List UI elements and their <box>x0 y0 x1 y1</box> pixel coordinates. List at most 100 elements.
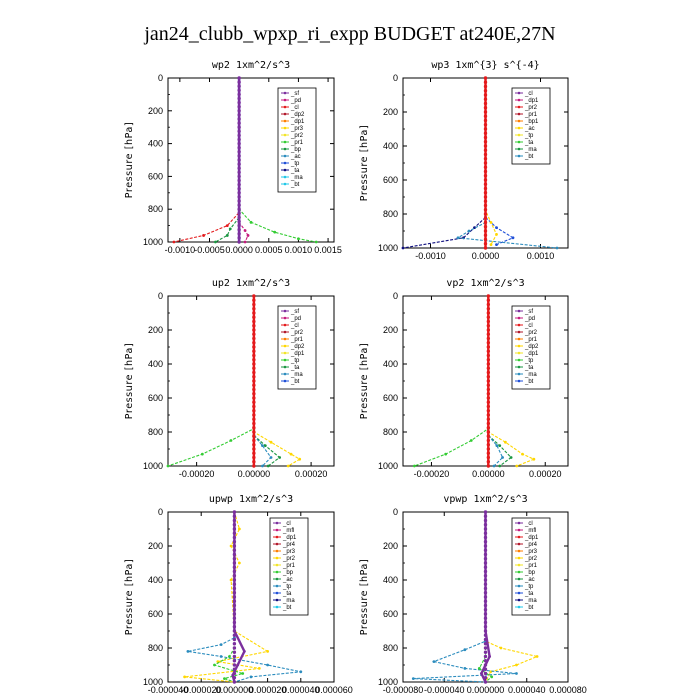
zero-profile-point <box>237 174 241 179</box>
legend-label: _ac <box>290 154 301 160</box>
data-point <box>273 230 277 234</box>
zero-profile-point <box>237 92 241 97</box>
legend-label: _ma <box>524 147 537 153</box>
zero-profile-point <box>486 387 491 392</box>
zero-profile-point <box>252 319 256 324</box>
data-point <box>214 240 217 244</box>
data-point <box>412 464 416 468</box>
zero-profile-point <box>237 236 241 240</box>
legend-marker <box>283 140 287 144</box>
zero-profile-point <box>483 182 488 186</box>
data-point <box>297 237 300 241</box>
legend-label: _pr3 <box>282 549 296 555</box>
zero-profile-point <box>252 298 256 302</box>
zero-profile-point <box>252 307 256 311</box>
y-axis-label: Pressure [hPa] <box>124 559 135 636</box>
zero-profile-point <box>237 228 241 232</box>
zero-profile-point <box>483 557 488 561</box>
zero-profile-point <box>486 396 491 400</box>
legend-marker <box>517 542 521 546</box>
legend-label: _pr2 <box>282 556 296 562</box>
legend-marker <box>283 119 287 123</box>
legend-label: _pr1 <box>282 563 296 569</box>
x-tick-label: 0.000060 <box>315 685 353 695</box>
data-point <box>504 440 507 444</box>
zero-profile-point <box>252 328 256 332</box>
x-tick-label: -0.000040 <box>424 685 465 695</box>
data-point <box>200 452 204 456</box>
zero-profile-point <box>483 676 488 680</box>
zero-profile-point <box>483 646 488 650</box>
legend-marker <box>517 570 521 574</box>
x-tick-label: 0.00000 <box>472 469 505 479</box>
zero-profile-point <box>232 527 237 531</box>
zero-profile-point <box>232 650 237 654</box>
legend-marker <box>275 591 279 595</box>
panel-title: up2 1xm^2/s^3 <box>212 278 290 289</box>
zero-profile-point <box>483 595 488 599</box>
legend-label: _ma <box>282 598 295 604</box>
zero-profile-point <box>486 434 491 438</box>
y-tick-label: 200 <box>148 541 163 551</box>
panel-title: wp3 1xm^{3} s^{-4} <box>431 60 539 71</box>
x-tick-label: -0.000080 <box>383 685 424 695</box>
legend-label: _tp <box>524 133 534 139</box>
zero-profile-point <box>232 518 237 523</box>
data-point <box>495 243 498 247</box>
zero-profile-point <box>483 540 488 544</box>
legend-marker <box>283 98 287 102</box>
zero-profile-point <box>237 215 241 220</box>
y-axis-label: Pressure [hPa] <box>359 343 370 420</box>
legend-label: _pr1 <box>290 140 304 146</box>
zero-profile-point <box>237 166 241 170</box>
zero-profile-point <box>483 131 488 135</box>
legend-marker <box>283 147 287 151</box>
legend-marker <box>517 316 521 320</box>
data-point <box>298 457 302 461</box>
data-point <box>257 667 261 670</box>
legend-label: _cl <box>290 323 299 329</box>
legend-label: _bt <box>524 379 534 385</box>
data-point <box>492 464 496 468</box>
x-tick-label: 0.00000 <box>238 469 271 479</box>
zero-profile-point <box>237 158 241 162</box>
zero-profile-point <box>232 561 237 565</box>
legend-marker <box>517 605 521 609</box>
zero-profile-point <box>486 438 491 443</box>
legend-marker <box>283 309 287 313</box>
chart-panel-6: vpwp 1xm^2/s^3 Pressure [hPa] 0 200 400 600 80… <box>359 494 587 695</box>
legend-label: _dp1 <box>290 351 305 357</box>
x-tick-label: 0.0000 <box>472 251 500 261</box>
data-point <box>411 677 415 680</box>
legend-label: _ma <box>524 372 537 378</box>
zero-profile-point <box>483 663 488 667</box>
zero-profile-point <box>483 603 488 608</box>
zero-profile-point <box>232 514 237 518</box>
zero-profile-point <box>483 114 488 118</box>
x-tick-label: 0.000000 <box>216 685 254 695</box>
zero-profile-point <box>483 582 488 586</box>
legend-label: _pr2 <box>290 330 304 336</box>
legend-marker <box>275 535 279 539</box>
data-point <box>229 544 233 548</box>
zero-profile-point <box>252 353 256 358</box>
legend-label: _ac <box>524 577 535 583</box>
x-tick-label: 0.0010 <box>285 245 313 255</box>
zero-profile-point <box>237 88 241 93</box>
zero-profile-point <box>483 135 488 140</box>
zero-profile-point <box>483 544 488 548</box>
chart-panel-3: up2 1xm^2/s^3 Pressure [hPa] 0 200 400 600 800… <box>124 278 335 479</box>
legend-label: _dp2 <box>524 344 539 350</box>
zero-profile-point <box>252 387 256 392</box>
legend-marker <box>517 351 521 355</box>
legend-marker <box>517 563 521 567</box>
legend-label: _cl <box>282 521 291 527</box>
y-tick-label: 0 <box>393 291 398 301</box>
legend-label: _ma <box>290 372 303 378</box>
data-point <box>456 236 460 240</box>
y-tick-label: 200 <box>383 541 398 551</box>
zero-profile-point <box>232 663 237 667</box>
zero-profile-point <box>232 637 237 642</box>
data-point <box>261 444 264 447</box>
y-tick-label: 600 <box>383 393 398 403</box>
